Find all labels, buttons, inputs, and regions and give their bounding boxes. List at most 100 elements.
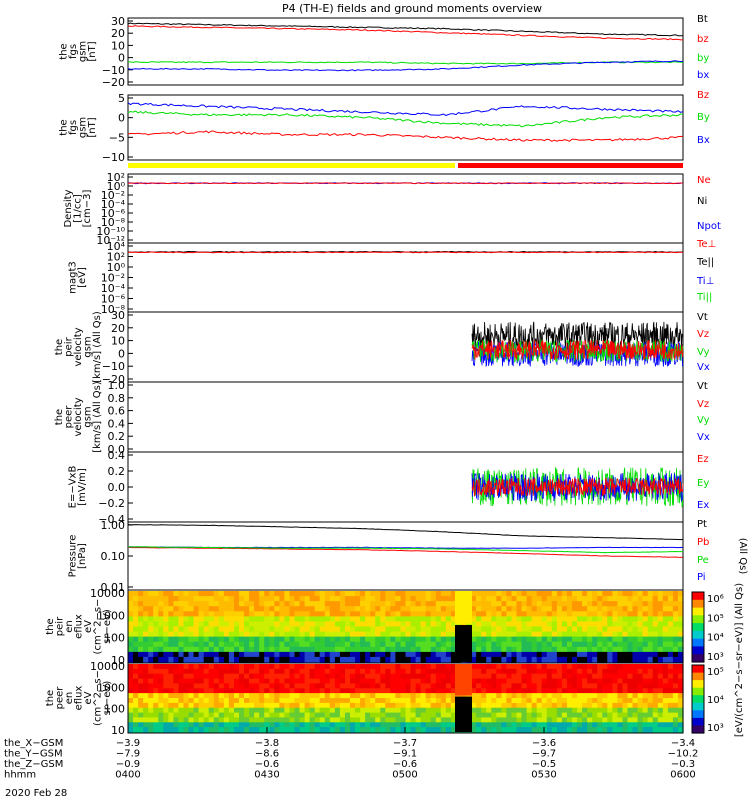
- heatmap-cell: [420, 693, 427, 699]
- heatmap-cell: [476, 702, 482, 709]
- heatmap-cell: [254, 693, 260, 699]
- heatmap-cell: [577, 641, 583, 648]
- heatmap-cell: [339, 698, 346, 704]
- heatmap-cell: [430, 693, 437, 699]
- heatmap-cell: [228, 722, 235, 728]
- heatmap-cell: [259, 673, 265, 680]
- heatmap-cell: [143, 693, 149, 699]
- heatmap-cell: [657, 727, 664, 733]
- heatmap-cell: [405, 698, 412, 704]
- y-tick-label: 0.2: [108, 430, 126, 443]
- heatmap-cell: [647, 664, 654, 670]
- heatmap-cell: [213, 717, 220, 723]
- heatmap-cell: [329, 664, 336, 670]
- heatmap-cell: [425, 722, 432, 728]
- heatmap-cell: [420, 698, 427, 704]
- heatmap-cell: [183, 712, 190, 718]
- heatmap-cell: [592, 668, 598, 675]
- heatmap-cell: [450, 688, 457, 694]
- x-row-value: 0530: [531, 770, 556, 781]
- heatmap-cell: [395, 636, 401, 643]
- heatmap-cell: [329, 616, 336, 622]
- heatmap-cell: [345, 621, 351, 627]
- heatmap-cell: [587, 656, 593, 663]
- heatmap-cell: [556, 673, 563, 680]
- heatmap-cell: [667, 651, 674, 658]
- heatmap-cell: [561, 616, 568, 622]
- heatmap-cell: [567, 631, 573, 638]
- heatmap-cell: [440, 668, 447, 675]
- heatmap-cell: [153, 693, 159, 699]
- y-tick-label: 0: [118, 112, 125, 125]
- heatmap-cell: [128, 601, 134, 607]
- heatmap-cell: [662, 673, 669, 680]
- heatmap-cell: [410, 678, 417, 684]
- heatmap-cell: [450, 601, 457, 607]
- heatmap-cell: [294, 616, 301, 622]
- heatmap-cell: [319, 698, 326, 704]
- heatmap-cell: [572, 664, 578, 670]
- colorbar-ion: [691, 591, 705, 663]
- heatmap-cell: [138, 664, 144, 670]
- heatmap-cell: [228, 702, 235, 709]
- heatmap-cell: [208, 611, 215, 617]
- heatmap-cell: [551, 656, 558, 663]
- heatmap-cell: [319, 606, 326, 612]
- heatmap-cell: [218, 693, 225, 699]
- heatmap-cell: [183, 631, 190, 638]
- heatmap-cell: [339, 693, 346, 699]
- heatmap-cell: [531, 678, 538, 684]
- heatmap-cell: [672, 606, 679, 612]
- heatmap-cell: [208, 636, 215, 643]
- heatmap-cell: [486, 621, 492, 627]
- heatmap-cell: [592, 678, 598, 684]
- heatmap-cell: [138, 651, 144, 658]
- heatmap-cell: [496, 646, 502, 653]
- heatmap-cell: [496, 631, 502, 638]
- heatmap-cell: [289, 673, 296, 680]
- y-tick-label: 10⁻¹⁰: [96, 225, 125, 238]
- heatmap-cell: [567, 651, 573, 658]
- heatmap-cell: [652, 698, 659, 704]
- heatmap-cell: [203, 712, 210, 718]
- heatmap-cell: [627, 641, 634, 648]
- heatmap-cell: [153, 656, 159, 663]
- heatmap-cell: [234, 611, 240, 617]
- heatmap-cell: [324, 712, 331, 718]
- heatmap-cell: [481, 727, 487, 733]
- colorbar-tick: 10⁵: [707, 613, 724, 624]
- heatmap-cell: [143, 673, 149, 680]
- heatmap-cell: [445, 717, 452, 723]
- heatmap-cell: [582, 688, 588, 694]
- heatmap-cell: [299, 621, 306, 627]
- heatmap-cell: [582, 616, 588, 622]
- heatmap-cell: [541, 596, 548, 602]
- heatmap-cell: [299, 722, 306, 728]
- heatmap-cell: [667, 626, 674, 633]
- heatmap-cell: [370, 591, 376, 597]
- heatmap-cell: [531, 611, 538, 617]
- heatmap-cell: [511, 664, 518, 670]
- heatmap-cell: [637, 631, 644, 638]
- heatmap-cell: [284, 591, 290, 597]
- heatmap-cell: [521, 693, 528, 699]
- heatmap-cell: [299, 591, 306, 597]
- heatmap-cell: [662, 641, 669, 648]
- y-axis-label: gsm: [78, 41, 89, 62]
- heatmap-cell: [138, 646, 144, 653]
- heatmap-cell: [178, 664, 185, 670]
- heatmap-cell: [314, 646, 321, 653]
- heatmap-cell: [435, 616, 442, 622]
- y-axis-label: eflux: [74, 614, 85, 639]
- heatmap-cell: [254, 626, 260, 633]
- heatmap-cell: [188, 631, 195, 638]
- heatmap-cell: [138, 727, 144, 733]
- heatmap-cell: [617, 626, 623, 633]
- heatmap-cell: [486, 712, 492, 718]
- heatmap-cell: [582, 673, 588, 680]
- y-tick-label: 0.8: [108, 392, 126, 405]
- heatmap-cell: [244, 606, 250, 612]
- heatmap-cell: [592, 631, 598, 638]
- heatmap-cell: [324, 702, 331, 709]
- heatmap-cell: [329, 688, 336, 694]
